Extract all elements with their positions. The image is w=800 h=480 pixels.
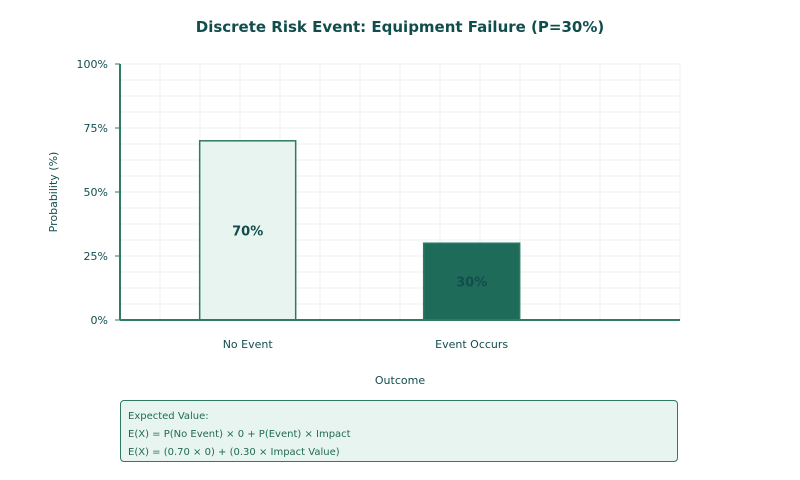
bar-data-label: 70%: [232, 224, 263, 239]
bar-data-label: 30%: [456, 276, 487, 291]
chart-title: Discrete Risk Event: Equipment Failure (…: [196, 18, 604, 36]
bar: [198, 140, 297, 321]
y-tick-label: 100%: [77, 58, 108, 71]
x-tick-label: Event Occurs: [435, 338, 508, 351]
bar: [422, 242, 521, 321]
expected-value-formula: E(X) = P(No Event) × 0 + P(Event) × Impa…: [128, 429, 351, 440]
bars: 70% 30%: [198, 140, 521, 321]
x-axis-ticks: No Event Event Occurs: [223, 338, 509, 351]
y-tick-label: 0%: [91, 314, 108, 327]
expected-value-substitution: E(X) = (0.70 × 0) + (0.30 × Impact Value…: [128, 447, 340, 458]
expected-value-heading: Expected Value:: [128, 411, 209, 422]
y-axis-ticks: 0% 25% 50% 75% 100%: [77, 58, 120, 327]
bar-chart: Discrete Risk Event: Equipment Failure (…: [47, 18, 681, 387]
expected-value-box: Expected Value: E(X) = P(No Event) × 0 +…: [120, 400, 678, 462]
x-tick-label: No Event: [223, 338, 274, 351]
y-tick-label: 75%: [84, 122, 108, 135]
y-axis-label: Probability (%): [47, 152, 60, 233]
y-tick-label: 50%: [84, 186, 108, 199]
y-tick-label: 25%: [84, 250, 108, 263]
x-axis-label: Outcome: [375, 374, 425, 387]
